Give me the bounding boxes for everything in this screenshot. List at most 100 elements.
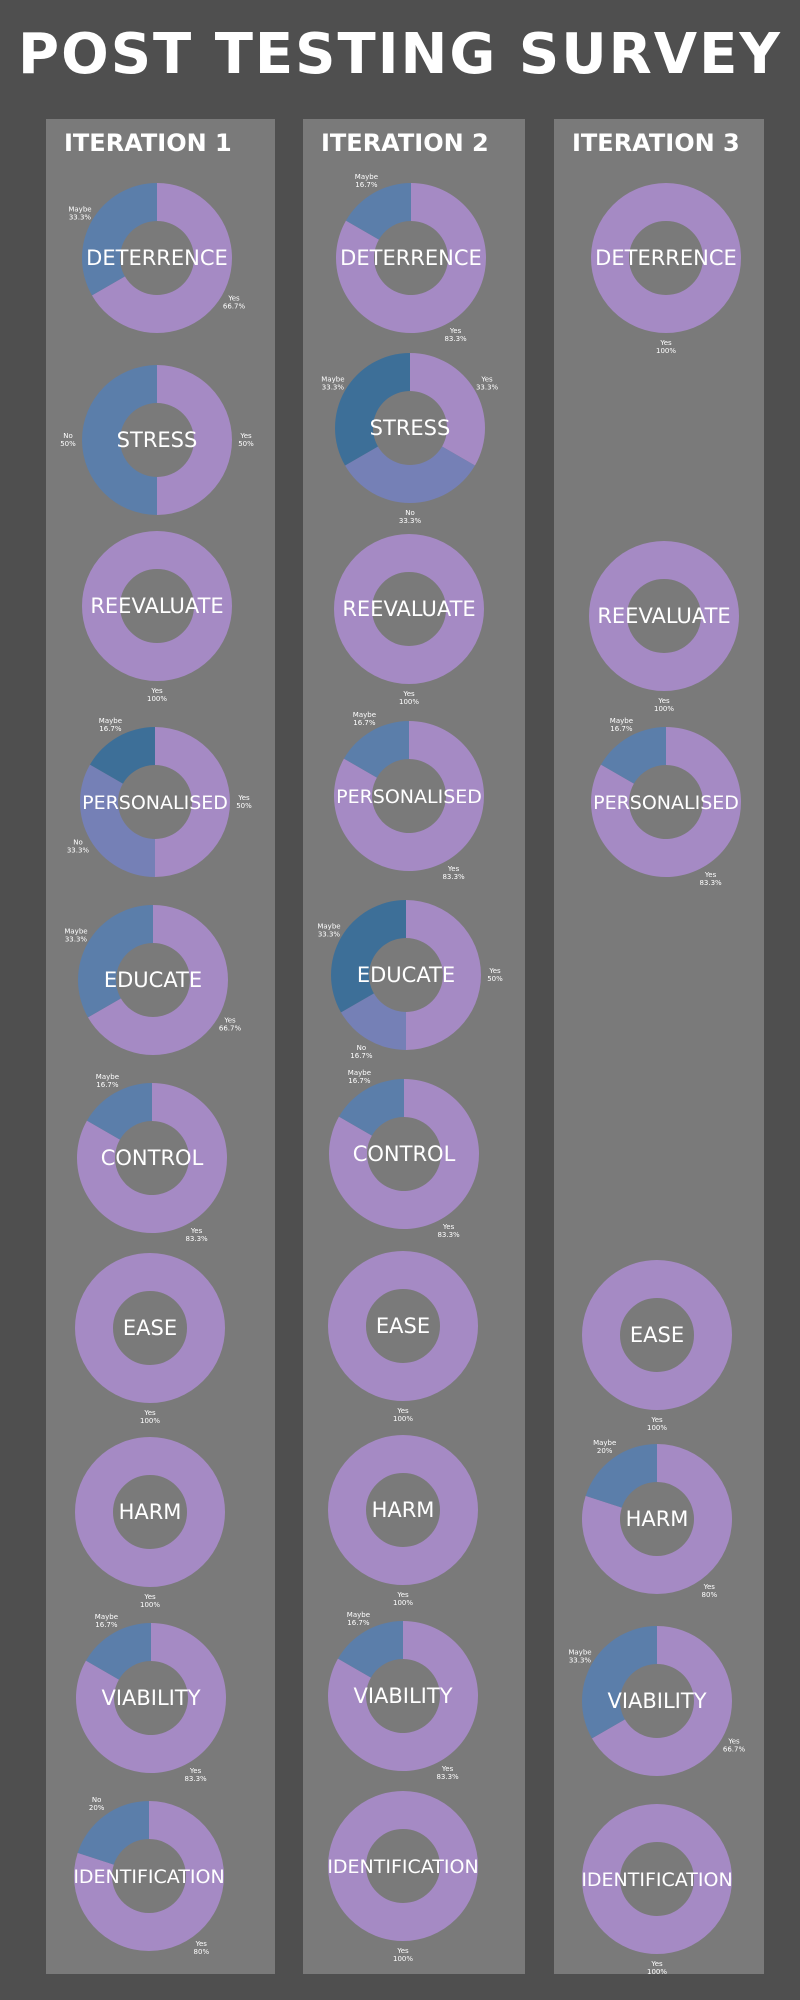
iter2-control-donut: Yes 83.3% Maybe 16.7% CONTROL: [329, 1069, 480, 1239]
iter1-educate-label-maybe: Maybe 33.3%: [64, 927, 87, 943]
iter2-harm-label-yes: Yes 100%: [393, 1591, 413, 1607]
iter3-ease-donut: Yes 100% EASE: [582, 1260, 732, 1432]
iter2-control-slice-yes: [329, 1079, 480, 1229]
iter2-viability-slice-maybe: [337, 1621, 403, 1678]
iter2-personalised-title: PERSONALISED: [336, 786, 482, 808]
iter2-identification-title: IDENTIFICATION: [327, 1856, 478, 1878]
iter2-viability-label-yes: Yes 83.3%: [436, 1765, 459, 1781]
iteration-3-panel: ITERATION 3: [554, 119, 764, 1974]
iter2-educate-title: EDUCATE: [357, 963, 455, 987]
iter1-control-slice-yes: [76, 1083, 227, 1233]
iter3-viability-slice-maybe: [581, 1625, 657, 1739]
iter1-personalised-slice-no: [80, 764, 155, 877]
iter1-harm-slice-yes: [75, 1437, 225, 1587]
iter2-ease-label-yes: Yes 100%: [393, 1407, 413, 1423]
iter2-viability-donut: Yes 83.3% Maybe 16.7% VIABILITY: [327, 1611, 478, 1781]
iter1-deterrence-label-maybe: Maybe 33.3%: [68, 205, 91, 221]
iter2-reevaluate-slice-yes: [334, 534, 484, 684]
iter1-reevaluate-slice-yes: [82, 531, 232, 681]
iter1-reevaluate-label-yes: Yes 100%: [147, 687, 167, 703]
iter3-harm-label-yes: Yes 80%: [702, 1583, 718, 1599]
iter2-stress-donut: Yes 33.3% No 33.3% Maybe 33.3% STRESS: [321, 353, 499, 525]
iter3-harm-label-maybe: Maybe 20%: [593, 1439, 616, 1455]
iter1-stress-label-yes: Yes 50%: [238, 432, 254, 448]
iter1-stress-slice-yes: [157, 365, 232, 515]
iter2-harm-donut: Yes 100% HARM: [328, 1435, 478, 1607]
iter3-personalised-title: PERSONALISED: [593, 792, 739, 814]
iter1-stress-slice-no: [82, 365, 157, 515]
iter2-deterrence-slice-maybe: [345, 183, 411, 240]
iter2-stress-slice-no: [345, 446, 475, 503]
iter2-ease-donut: Yes 100% EASE: [328, 1251, 478, 1423]
iter1-harm-label-yes: Yes 100%: [140, 1593, 160, 1609]
iter1-ease-label-yes: Yes 100%: [140, 1409, 160, 1425]
iter2-control-label-yes: Yes 83.3%: [437, 1223, 460, 1239]
iter2-personalised-label-maybe: Maybe 16.7%: [353, 711, 376, 727]
iter3-deterrence-title: DETERRENCE: [595, 246, 737, 270]
iter1-deterrence-label-yes: Yes 66.7%: [223, 295, 246, 311]
iter3-identification-title: IDENTIFICATION: [581, 1869, 732, 1891]
iter1-stress-label-no: No 50%: [60, 432, 76, 448]
iteration-1-title: ITERATION 1: [64, 129, 232, 157]
iter2-reevaluate-donut: Yes 100% REEVALUATE: [334, 534, 484, 706]
iter1-viability-slice-yes: [75, 1623, 226, 1773]
iter2-viability-label-maybe: Maybe 16.7%: [347, 1611, 370, 1627]
iter2-stress-title: STRESS: [370, 416, 451, 440]
iter2-educate-slice-no: [340, 993, 406, 1050]
iter3-ease-label-yes: Yes 100%: [647, 1416, 667, 1432]
iter1-deterrence-title: DETERRENCE: [86, 246, 228, 270]
iter3-harm-slice-yes: [581, 1444, 732, 1594]
iter1-personalised-label-maybe: Maybe 16.7%: [99, 717, 122, 733]
iter2-control-label-maybe: Maybe 16.7%: [348, 1069, 371, 1085]
iter3-deterrence-label-yes: Yes 100%: [656, 339, 676, 355]
iter2-personalised-donut: Yes 83.3% Maybe 16.7% PERSONALISED: [334, 711, 485, 881]
iter3-identification-slice-yes: [582, 1804, 732, 1954]
iter1-personalised-label-yes: Yes 50%: [236, 794, 252, 810]
iter1-control-label-maybe: Maybe 16.7%: [96, 1073, 119, 1089]
iter3-personalised-slice-yes: [591, 727, 742, 877]
iter2-control-slice-maybe: [338, 1079, 404, 1136]
iter3-reevaluate-donut: Yes 100% REEVALUATE: [589, 541, 739, 713]
iter2-stress-label-yes: Yes 33.3%: [476, 376, 499, 392]
iter1-educate-slice-yes: [87, 905, 228, 1055]
iter3-identification-donut: Yes 100% IDENTIFICATION: [581, 1804, 733, 1976]
iter1-deterrence-slice-yes: [91, 183, 233, 333]
iter2-harm-title: HARM: [372, 1498, 435, 1522]
iteration-3-title: ITERATION 3: [572, 129, 740, 157]
iter3-viability-title: VIABILITY: [607, 1689, 706, 1713]
iter3-personalised-label-maybe: Maybe 16.7%: [610, 717, 633, 733]
iter2-stress-label-maybe: Maybe 33.3%: [321, 376, 344, 392]
iter1-reevaluate-donut: Yes 100% REEVALUATE: [82, 531, 232, 703]
iter2-harm-slice-yes: [328, 1435, 478, 1585]
iter2-deterrence-label-yes: Yes 83.3%: [444, 327, 467, 343]
iter3-identification-label-yes: Yes 100%: [647, 1960, 667, 1976]
iter2-viability-title: VIABILITY: [353, 1684, 452, 1708]
iter2-ease-title: EASE: [376, 1314, 430, 1338]
iter2-identification-slice-yes: [328, 1791, 478, 1941]
iter2-deterrence-label-maybe: Maybe 16.7%: [355, 173, 378, 189]
iter2-ease-slice-yes: [328, 1251, 478, 1401]
iter1-ease-donut: Yes 100% EASE: [75, 1253, 225, 1425]
iter1-personalised-title: PERSONALISED: [82, 792, 228, 814]
iter1-personalised-label-no: No 33.3%: [67, 839, 90, 855]
iter1-stress-donut: Yes 50% No 50% STRESS: [60, 365, 254, 515]
iter1-educate-label-yes: Yes 66.7%: [219, 1017, 242, 1033]
iter1-identification-label-yes: Yes 80%: [194, 1940, 210, 1956]
iter1-control-donut: Yes 83.3% Maybe 16.7% CONTROL: [76, 1073, 227, 1243]
iter2-reevaluate-label-yes: Yes 100%: [399, 690, 419, 706]
iter2-educate-label-maybe: Maybe 33.3%: [317, 922, 340, 938]
iter3-deterrence-donut: Yes 100% DETERRENCE: [591, 183, 741, 355]
iter3-personalised-slice-maybe: [600, 726, 666, 784]
iter2-reevaluate-title: REEVALUATE: [342, 597, 475, 621]
iter3-reevaluate-slice-yes: [589, 541, 739, 691]
iter3-reevaluate-title: REEVALUATE: [597, 604, 730, 628]
iter2-identification-label-yes: Yes 100%: [393, 1947, 413, 1963]
iter1-viability-label-maybe: Maybe 16.7%: [95, 1613, 118, 1629]
iter1-reevaluate-title: REEVALUATE: [90, 594, 223, 618]
iter3-harm-donut: Yes 80% Maybe 20% HARM: [581, 1439, 732, 1599]
iter3-viability-donut: Yes 66.7% Maybe 33.3% VIABILITY: [568, 1625, 745, 1776]
iter1-personalised-slice-maybe: [89, 726, 155, 784]
iter3-viability-slice-yes: [591, 1626, 732, 1776]
iter2-deterrence-slice-yes: [336, 183, 486, 333]
